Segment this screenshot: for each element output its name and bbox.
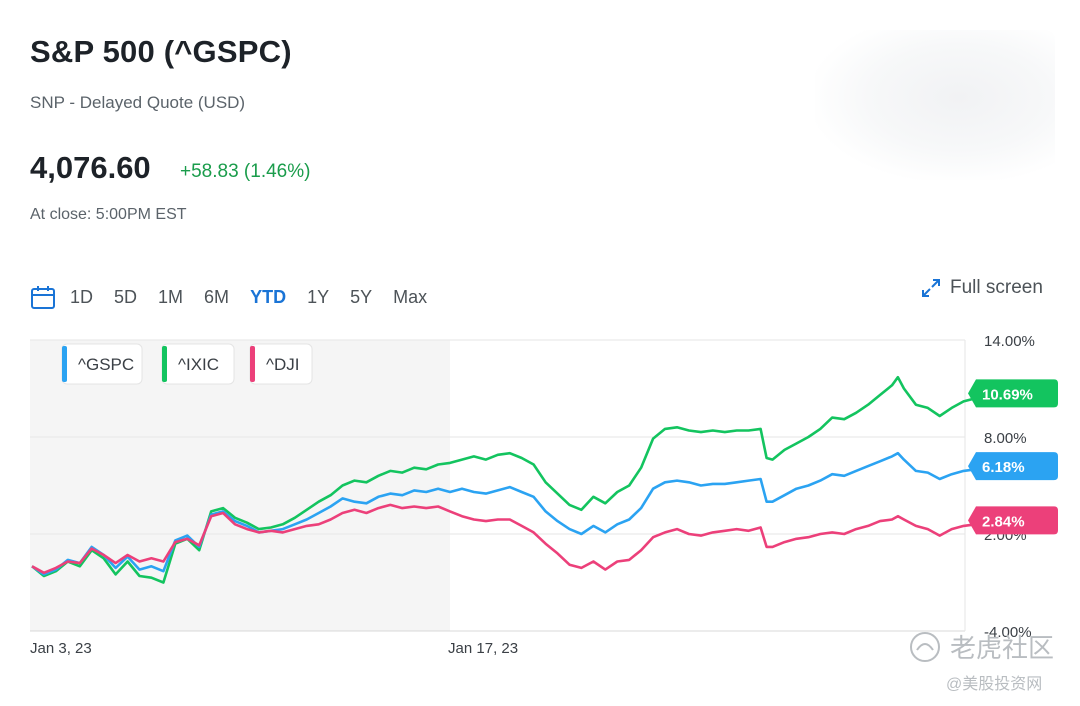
blurred-panel (815, 30, 1055, 180)
range-button-1y[interactable]: 1Y (307, 286, 330, 307)
watermark-handle: @美股投资网 (946, 676, 1043, 693)
last-value-label: 10.69% (982, 386, 1033, 403)
watermark-community: 老虎社区 (908, 628, 1054, 665)
x-tick-label: Jan 17, 23 (448, 640, 518, 657)
y-tick-label: -4.00% (984, 624, 1032, 641)
range-buttons: 1D 5D 1M 6M YTD 1Y 5Y Max (70, 287, 448, 308)
legend-color-swatch (162, 346, 167, 382)
range-toolbar: 1D 5D 1M 6M YTD 1Y 5Y Max (30, 282, 448, 312)
fullscreen-button[interactable]: Full screen (920, 277, 1043, 299)
x-tick-label: Jan 3, 23 (30, 640, 92, 657)
fullscreen-label: Full screen (950, 277, 1043, 298)
range-button-6m[interactable]: 6M (204, 286, 230, 307)
legend-color-swatch (250, 346, 255, 382)
legend-label: ^IXIC (178, 355, 219, 374)
range-button-ytd[interactable]: YTD (250, 286, 287, 307)
range-button-1d[interactable]: 1D (70, 286, 94, 307)
market-close-time: At close: 5:00PM EST (30, 206, 187, 223)
current-price: 4,076.60 (30, 150, 151, 185)
series-line-dji[interactable] (31, 503, 983, 575)
last-value-tag (968, 452, 1058, 481)
comparison-line-chart[interactable]: 14.00%8.00%2.00%-4.00%Jan 3, 23 Jan 17, 2… (0, 330, 1080, 670)
range-button-5d[interactable]: 5D (114, 286, 138, 307)
range-button-5y[interactable]: 5Y (350, 286, 373, 307)
range-button-max[interactable]: Max (393, 286, 428, 307)
last-value-tag (968, 379, 1058, 408)
page-title: S&P 500 (^GSPC) (30, 34, 292, 69)
last-value-label: 6.18% (982, 459, 1025, 476)
y-tick-label: 8.00% (984, 430, 1027, 447)
calendar-icon[interactable] (30, 284, 56, 310)
watermark-text: 老虎社区 (950, 633, 1055, 663)
y-tick-label: 14.00% (984, 333, 1035, 350)
expand-icon (922, 279, 940, 297)
quote-source: SNP - Delayed Quote (USD) (30, 93, 246, 112)
last-value-label: 2.84% (982, 513, 1025, 530)
tiger-logo-icon (910, 631, 940, 662)
history-shade (30, 340, 451, 631)
last-value-tag (968, 506, 1058, 535)
legend-color-swatch (62, 346, 67, 382)
range-button-1m[interactable]: 1M (158, 286, 184, 307)
series-line-ixic[interactable] (31, 375, 983, 584)
price-change: +58.83 (1.46%) (180, 161, 311, 182)
legend-label: ^DJI (266, 355, 299, 374)
legend-label: ^GSPC (78, 355, 134, 374)
